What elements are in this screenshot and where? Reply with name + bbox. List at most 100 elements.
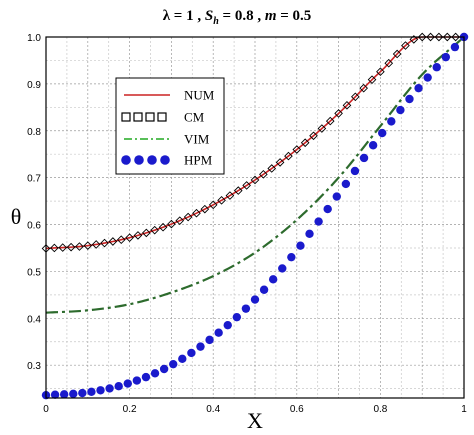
series-point-hpm (368, 141, 378, 150)
series-point-hpm (132, 376, 142, 385)
series-line-vim (45, 36, 465, 314)
x-tick-label: 0 (43, 404, 49, 415)
series-point-hpm (223, 320, 232, 330)
title-sh-symbol: S (205, 8, 213, 24)
series-point-cm (309, 131, 318, 141)
series-point-cm (167, 219, 176, 229)
series-point-hpm (305, 229, 314, 238)
series-point-hpm (341, 179, 351, 189)
series-point-hpm (141, 372, 151, 382)
x-tick-labels: 0 0.2 0.4 0.6 0.8 1 (43, 404, 467, 415)
series-point-hpm (268, 275, 278, 284)
series-point-hpm (123, 379, 132, 388)
series-point-hpm (150, 369, 160, 378)
series-point-cm (342, 101, 352, 110)
series-point-hpm (323, 204, 332, 214)
series-point-hpm (241, 304, 251, 313)
x-tick-label: 0.2 (123, 404, 137, 415)
series-point-cm (91, 240, 101, 249)
series-point-cm (317, 124, 327, 133)
series-point-cm (225, 191, 235, 200)
y-tick-label: 0.4 (27, 314, 41, 325)
series-point-hpm (96, 386, 105, 395)
y-tick-label: 0.7 (27, 174, 41, 185)
x-tick-label: 1 (461, 404, 467, 415)
series-point-hpm (250, 295, 260, 304)
series-point-hpm (169, 359, 178, 369)
grid (46, 37, 464, 398)
title-sh-sub: h (213, 16, 219, 27)
plot-frame (45, 36, 465, 399)
y-tick-label: 0.6 (27, 221, 41, 232)
series-point-cm (284, 151, 293, 161)
series-point-hpm (69, 389, 78, 399)
series-point-hpm (359, 153, 369, 163)
series-point-cm (50, 243, 59, 253)
series-point-cm (158, 222, 168, 232)
series-point-cm (58, 243, 68, 252)
series-point-hpm (259, 285, 269, 294)
series-point-hpm (78, 388, 87, 398)
series-point-cm (426, 32, 435, 42)
series-point-cm (359, 83, 368, 93)
series-point-cm (267, 164, 277, 173)
series-point-hpm (196, 342, 205, 351)
series-point-hpm (59, 390, 69, 399)
title-sh-value: = 0.8 (219, 8, 254, 24)
series-point-hpm (387, 117, 396, 126)
legend-swatch-hpm (147, 155, 157, 165)
series-point-cm (392, 49, 402, 59)
series-point-cm (401, 41, 410, 50)
series-point-hpm (159, 364, 169, 374)
series-point-hpm (178, 354, 187, 364)
series-point-cm (250, 175, 260, 185)
series-point-hpm (423, 73, 432, 82)
series-point-hpm (287, 252, 296, 262)
series-point-hpm (50, 390, 60, 399)
x-tick-label: 0.8 (373, 404, 387, 415)
series-point-hpm (278, 264, 287, 273)
series-point-cm (292, 145, 302, 154)
series-point-cm (242, 181, 251, 190)
series-point-hpm (87, 387, 96, 397)
title-m-value: = 0.5 (277, 8, 312, 24)
y-axis-label: θ (11, 204, 22, 229)
legend-label: CM (184, 110, 205, 125)
series-point-hpm (432, 63, 441, 72)
series-point-cm (192, 208, 201, 218)
series-point-cm (300, 138, 310, 148)
series-point-cm (384, 58, 394, 68)
series-point-cm (208, 200, 218, 210)
legend-swatch-cm (145, 112, 155, 122)
series-point-cm (442, 32, 452, 42)
series-point-cm (150, 225, 159, 235)
series-point-cm (108, 237, 118, 246)
y-tick-label: 0.5 (27, 267, 41, 278)
series-point-cm (200, 204, 210, 214)
chart-title: λ = 1 , Sh = 0.8 , m = 0.5 (163, 8, 312, 27)
legend-swatch-cm (133, 112, 143, 122)
x-tick-label: 0.6 (290, 404, 304, 415)
legend: NUM CM VIM HPM (115, 77, 225, 175)
plot-series (41, 32, 469, 400)
legend-box (115, 77, 225, 175)
series-point-cm (217, 196, 226, 205)
series-point-hpm (405, 94, 414, 104)
legend-swatch-hpm (121, 155, 131, 165)
legend-swatch-hpm (134, 155, 144, 165)
series-point-hpm (296, 241, 305, 250)
series-point-cm (116, 235, 126, 245)
x-axis-label: X (247, 408, 263, 433)
series-point-cm (434, 32, 444, 42)
series-point-cm (66, 242, 76, 252)
series-point-hpm (332, 192, 341, 201)
series-point-hpm (205, 335, 214, 345)
series-point-cm (417, 32, 427, 42)
legend-label: NUM (184, 88, 215, 103)
y-tick-label: 0.9 (27, 80, 41, 91)
series-point-cm (275, 158, 285, 167)
series-point-hpm (441, 52, 451, 62)
series-point-hpm (105, 384, 114, 393)
series-point-cm (367, 75, 377, 84)
